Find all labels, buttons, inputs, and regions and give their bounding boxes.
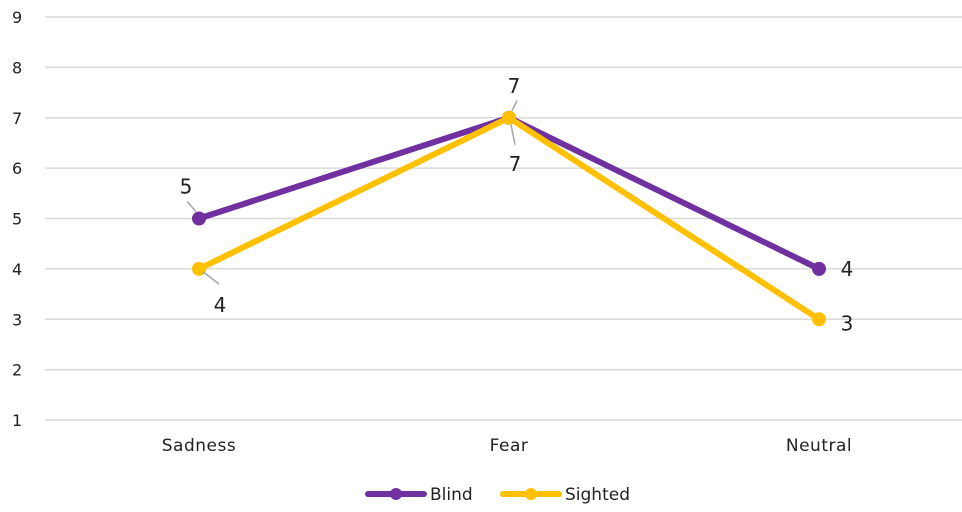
data-point-sighted [192, 261, 206, 276]
data-label-leaders [186, 100, 518, 285]
data-labels: 5 7 4 4 7 3 [180, 74, 854, 336]
data-point-blind [812, 261, 826, 276]
y-tick-label: 9 [12, 8, 22, 27]
data-point-sighted [502, 110, 516, 125]
y-axis-ticks: 1 2 3 4 5 6 7 8 9 [12, 8, 22, 430]
data-label-leader [186, 200, 197, 213]
y-tick-label: 7 [12, 109, 22, 128]
y-tick-label: 4 [12, 260, 22, 279]
data-point-sighted [812, 312, 826, 327]
data-label-sighted: 3 [841, 311, 854, 335]
data-label-leader [202, 271, 220, 285]
y-tick-label: 6 [12, 159, 22, 178]
legend: Blind Sighted [365, 485, 630, 505]
y-tick-label: 2 [12, 361, 22, 380]
y-tick-label: 5 [12, 210, 22, 229]
data-label-sighted: 4 [214, 293, 227, 317]
data-label-leader [510, 124, 516, 145]
series-lines [192, 110, 826, 327]
data-label-blind: 7 [508, 74, 521, 98]
x-tick-label: Fear [490, 436, 529, 456]
y-tick-label: 3 [12, 310, 22, 329]
x-tick-label: Neutral [786, 436, 852, 456]
y-tick-label: 8 [12, 58, 22, 77]
data-point-blind [192, 211, 206, 226]
y-tick-label: 1 [12, 411, 22, 430]
data-label-sighted: 7 [509, 152, 522, 176]
series-line-blind [196, 114, 822, 272]
legend-label-blind: Blind [430, 485, 473, 505]
x-axis-ticks: Sadness Fear Neutral [162, 436, 852, 456]
x-tick-label: Sadness [162, 436, 236, 456]
data-label-blind: 4 [841, 257, 854, 281]
data-label-blind: 5 [180, 175, 193, 199]
legend-label-sighted: Sighted [565, 485, 630, 505]
legend-marker-sighted [525, 488, 537, 500]
gridlines [45, 16, 962, 421]
legend-marker-blind [390, 488, 402, 500]
data-label-leader [511, 100, 518, 112]
